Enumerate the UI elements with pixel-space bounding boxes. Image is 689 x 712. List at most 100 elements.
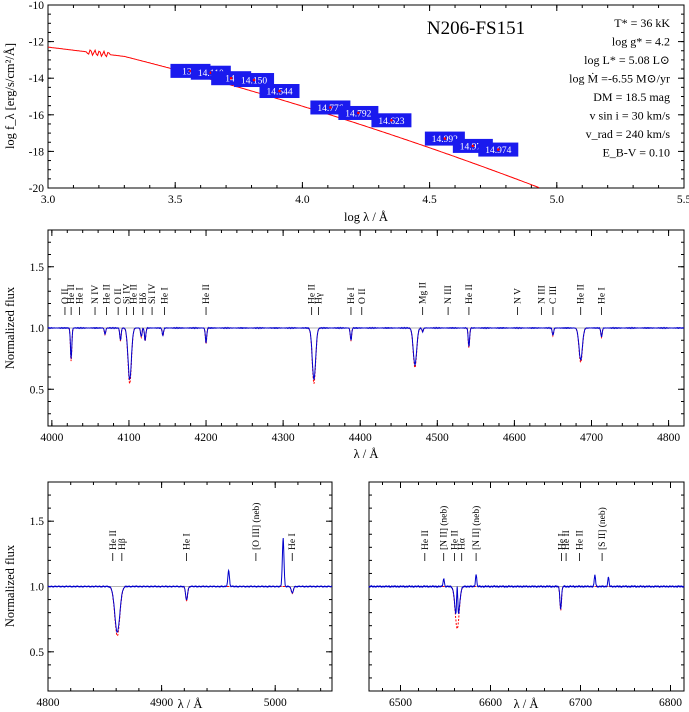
spectral-line-label: O II bbox=[61, 288, 71, 304]
y-tick-label: -14 bbox=[29, 73, 45, 85]
x-tick-label: 5.5 bbox=[677, 194, 689, 206]
photometry-label: 14. bbox=[225, 75, 237, 85]
photometry-model-point bbox=[278, 89, 281, 93]
optical-observed-spectrum bbox=[47, 326, 685, 381]
stellar-parameter: v sin i = 30 km/s bbox=[590, 109, 671, 123]
x-tick-label: 4800 bbox=[37, 697, 60, 709]
y-tick-label: 0.5 bbox=[30, 647, 45, 659]
spectral-line-label: He II bbox=[202, 284, 212, 304]
halpha-panel: 6500 6600 6700 6800 He II [N II] (neb) He IIH… bbox=[368, 481, 685, 711]
y-tick-label: 1.5 bbox=[30, 516, 45, 528]
spectral-line-label: He II bbox=[562, 530, 572, 550]
x-tick-label: 5.0 bbox=[550, 194, 565, 206]
y-tick-label: 0.5 bbox=[30, 384, 45, 396]
hbeta-panel: 4800 4900 5000 0.5 1.0 1.5 He II Hβ He I [O III]… bbox=[3, 481, 333, 711]
photometry-label: 14.544 bbox=[266, 88, 292, 98]
hbeta-x-label: λ / Å bbox=[178, 697, 203, 711]
x-tick-label: 4500 bbox=[426, 432, 449, 444]
optical-spectrum-panel: 4000 4100 4200 4300 4400 4500 4600 4700 4800 0.5 1… bbox=[3, 229, 685, 461]
photometry-model-point bbox=[229, 76, 233, 80]
spectral-line-label: He I bbox=[183, 533, 193, 550]
spectral-line-label: N III bbox=[537, 285, 547, 304]
optical-y-label: Normalized flux bbox=[3, 286, 17, 369]
x-tick-label: 4000 bbox=[40, 432, 63, 444]
spectral-line-label: N IV bbox=[91, 285, 101, 304]
x-tick-label: 4700 bbox=[580, 432, 603, 444]
x-tick-label: 4300 bbox=[272, 432, 295, 444]
photometry-label: 14.776 bbox=[317, 104, 343, 114]
spectral-line-label: O II bbox=[358, 288, 368, 304]
spectral-line-label: He II bbox=[109, 530, 119, 550]
spectral-line-label: Hδ bbox=[139, 292, 149, 304]
sed-title: N206-FS151 bbox=[427, 18, 525, 39]
x-tick-label: 5000 bbox=[264, 697, 287, 709]
y-tick-label: -12 bbox=[29, 37, 45, 49]
spectral-line-label: Si IV bbox=[123, 284, 133, 304]
spectral-line-label: He I bbox=[347, 287, 357, 304]
spectral-line-label: C III bbox=[549, 286, 559, 304]
photometry-label: 14.150 bbox=[241, 77, 267, 87]
spectral-line-label: Si IV bbox=[148, 284, 158, 304]
spectral-line-label: He II bbox=[576, 530, 586, 550]
sed-model-curve bbox=[47, 46, 540, 189]
stellar-parameter: T* = 36 kK bbox=[614, 16, 670, 30]
y-tick-label: 1.0 bbox=[30, 582, 45, 594]
y-tick-label: -16 bbox=[29, 110, 45, 122]
photometry-label: 14.974 bbox=[485, 146, 511, 156]
spectral-line-label: Hα bbox=[458, 538, 468, 550]
x-tick-label: 4800 bbox=[657, 432, 680, 444]
photometry-model-point bbox=[471, 144, 475, 148]
photometry-label: 14.792 bbox=[345, 109, 371, 119]
sed-frame bbox=[47, 4, 685, 189]
spectral-line-label: He II bbox=[308, 284, 318, 304]
spectral-line-label: [N II] (neb) bbox=[471, 506, 482, 550]
spectral-line-label: N III bbox=[444, 285, 454, 304]
photometry-label: 14.623 bbox=[378, 117, 404, 127]
y-tick-label: 1.0 bbox=[30, 323, 45, 335]
halpha-x-label: λ / Å bbox=[514, 697, 539, 711]
spectral-line-label: He I bbox=[76, 287, 86, 304]
hbeta-model-spectrum bbox=[48, 586, 332, 637]
y-tick-label: -18 bbox=[29, 146, 45, 158]
sed-x-label: log λ / Å bbox=[344, 210, 388, 224]
x-tick-label: 6500 bbox=[389, 697, 412, 709]
hbeta-observed-spectrum bbox=[47, 537, 333, 633]
photometry-label: 13.9 bbox=[182, 67, 199, 77]
photometry-label: 14.110 bbox=[198, 69, 224, 79]
spectral-line-label: Hγ bbox=[315, 293, 325, 304]
spectral-line-label: [O III] (neb) bbox=[251, 503, 262, 550]
spectral-line-label: He II bbox=[67, 284, 77, 304]
stellar-parameter: log g* = 4.2 bbox=[612, 35, 670, 49]
photometry-label: 14.992 bbox=[432, 135, 458, 145]
stellar-parameter: log L* = 5.08 L⊙ bbox=[584, 53, 670, 67]
halpha-model-spectrum bbox=[369, 586, 684, 630]
x-tick-label: 4400 bbox=[349, 432, 372, 444]
spectral-line-label: He I bbox=[160, 287, 170, 304]
x-tick-label: 4900 bbox=[150, 697, 173, 709]
x-tick-label: 4600 bbox=[503, 432, 526, 444]
spectral-line-label: He II bbox=[451, 530, 461, 550]
spectral-line-label: He I bbox=[288, 533, 298, 550]
spectral-line-label: [S II] (neb) bbox=[597, 507, 608, 550]
stellar-parameter: v_rad = 240 km/s bbox=[586, 127, 671, 141]
spectral-line-label: Hβ bbox=[118, 538, 128, 550]
x-tick-label: 4200 bbox=[195, 432, 218, 444]
halpha-observed-spectrum bbox=[368, 574, 685, 615]
photometry-model-point bbox=[252, 78, 256, 82]
spectral-line-label: O II bbox=[114, 288, 124, 304]
spectral-line-label: He II bbox=[130, 284, 140, 304]
x-tick-label: 4.5 bbox=[422, 194, 437, 206]
photometry-model-point bbox=[390, 118, 393, 122]
spectral-line-label: He II bbox=[465, 284, 475, 304]
x-tick-label: 6800 bbox=[659, 697, 682, 709]
spectral-line-label: [N II] (neb) bbox=[439, 506, 450, 550]
y-tick-label: -10 bbox=[29, 0, 45, 12]
photometry-model-point bbox=[496, 148, 500, 151]
photometry-label: 14.974 bbox=[460, 142, 486, 152]
spectral-line-label: N V bbox=[513, 288, 523, 304]
x-tick-label: 6700 bbox=[569, 697, 592, 709]
sed-panel: 3.0 3.5 4.0 4.5 5.0 5.5 -20 -18 -16 -14 -12 -10 13.… bbox=[3, 0, 689, 224]
spectral-line-label: He II bbox=[421, 530, 431, 550]
x-tick-label: 6600 bbox=[479, 697, 502, 709]
